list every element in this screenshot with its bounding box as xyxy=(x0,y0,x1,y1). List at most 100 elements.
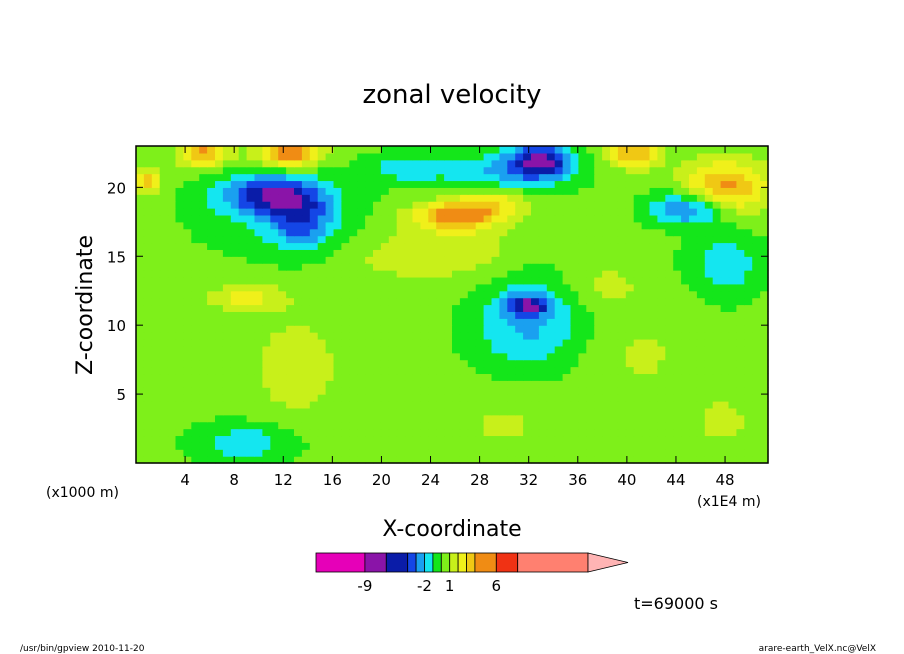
heatmap-cell xyxy=(475,201,485,209)
heatmap-cell xyxy=(436,380,445,388)
heatmap-cell xyxy=(452,187,461,195)
heatmap-cell xyxy=(546,394,556,402)
heatmap-cell xyxy=(175,449,184,457)
heatmap-cell xyxy=(452,449,461,457)
heatmap-cell xyxy=(728,380,737,388)
heatmap-cell xyxy=(507,352,516,361)
heatmap-cell xyxy=(294,456,303,464)
heatmap-cell xyxy=(610,442,619,450)
heatmap-cell xyxy=(294,187,303,195)
heatmap-cell xyxy=(483,318,493,326)
heatmap-cell xyxy=(380,276,390,285)
heatmap-cell xyxy=(317,380,327,388)
heatmap-cell xyxy=(515,256,524,264)
heatmap-cell xyxy=(499,187,508,195)
heatmap-cell xyxy=(594,152,603,161)
heatmap-cell xyxy=(309,263,319,271)
heatmap-cell xyxy=(704,400,714,409)
heatmap-cell xyxy=(444,325,453,333)
heatmap-cell xyxy=(207,263,216,271)
heatmap-cell xyxy=(444,173,453,182)
heatmap-cell xyxy=(736,214,745,223)
heatmap-cell xyxy=(704,166,714,175)
heatmap-cell xyxy=(736,146,745,154)
heatmap-cell xyxy=(191,249,200,257)
heatmap-cell xyxy=(649,208,658,216)
heatmap-cell xyxy=(570,359,579,368)
heatmap-cell xyxy=(681,242,690,250)
heatmap-cell xyxy=(744,152,753,161)
heatmap-cell xyxy=(554,180,564,188)
heatmap-cell xyxy=(523,221,532,230)
heatmap-cell xyxy=(246,159,256,168)
heatmap-cell xyxy=(420,345,429,354)
heatmap-cell xyxy=(578,387,587,395)
heatmap-cell xyxy=(294,442,303,450)
heatmap-cell xyxy=(657,221,666,230)
heatmap-cell xyxy=(491,166,500,175)
heatmap-cell xyxy=(704,318,714,326)
heatmap-cell xyxy=(483,414,493,423)
heatmap-cell xyxy=(428,373,437,381)
heatmap-cell xyxy=(499,387,508,395)
heatmap-cell xyxy=(143,166,153,175)
heatmap-cell xyxy=(507,187,516,195)
heatmap-cell xyxy=(207,449,216,457)
heatmap-cell xyxy=(578,152,587,161)
heatmap-cell xyxy=(341,221,350,230)
heatmap-cell xyxy=(159,235,169,244)
heatmap-cell xyxy=(657,146,666,154)
heatmap-cell xyxy=(349,214,358,223)
heatmap-cell xyxy=(159,228,169,237)
heatmap-cell xyxy=(420,352,429,361)
heatmap-cell xyxy=(562,152,572,161)
heatmap-cell xyxy=(570,400,579,409)
heatmap-cell xyxy=(396,221,406,230)
heatmap-cell xyxy=(744,159,753,168)
heatmap-cell xyxy=(396,152,406,161)
heatmap-cell xyxy=(151,332,161,340)
heatmap-cell xyxy=(412,435,421,443)
heatmap-cell xyxy=(286,380,295,388)
heatmap-cell xyxy=(681,228,690,237)
heatmap-cell xyxy=(499,276,508,285)
heatmap-cell xyxy=(428,359,437,368)
heatmap-cell xyxy=(602,159,611,168)
heatmap-cell xyxy=(610,159,619,168)
heatmap-cell xyxy=(357,270,366,278)
heatmap-cell xyxy=(230,338,240,347)
heatmap-cell xyxy=(673,387,682,395)
heatmap-cell xyxy=(610,318,619,326)
heatmap-cell xyxy=(436,214,445,223)
heatmap-cell xyxy=(238,366,248,375)
heatmap-cell xyxy=(531,394,540,402)
heatmap-cell xyxy=(507,152,516,161)
heatmap-cell xyxy=(641,166,651,175)
heatmap-cell xyxy=(380,173,390,182)
heatmap-cell xyxy=(309,345,319,354)
heatmap-cell xyxy=(689,263,698,271)
heatmap-cell xyxy=(554,256,564,264)
heatmap-cell xyxy=(736,414,745,423)
heatmap-cell xyxy=(696,173,706,182)
heatmap-cell xyxy=(657,325,666,333)
heatmap-cell xyxy=(744,366,753,375)
heatmap-cell xyxy=(657,449,666,457)
heatmap-cell xyxy=(428,270,437,278)
heatmap-cell xyxy=(744,318,753,326)
heatmap-cell xyxy=(452,435,461,443)
heatmap-cell xyxy=(633,366,643,375)
heatmap-cell xyxy=(491,152,500,161)
heatmap-cell xyxy=(531,318,540,326)
heatmap-cell xyxy=(467,297,477,306)
heatmap-cell xyxy=(578,283,587,292)
heatmap-cell xyxy=(404,373,414,381)
heatmap-cell xyxy=(349,311,358,319)
heatmap-cell xyxy=(159,187,169,195)
heatmap-cell xyxy=(523,304,532,312)
heatmap-cell xyxy=(294,449,303,457)
heatmap-cell xyxy=(246,380,256,388)
heatmap-cell xyxy=(222,283,232,292)
heatmap-cell xyxy=(444,249,453,257)
heatmap-cell xyxy=(467,235,477,244)
